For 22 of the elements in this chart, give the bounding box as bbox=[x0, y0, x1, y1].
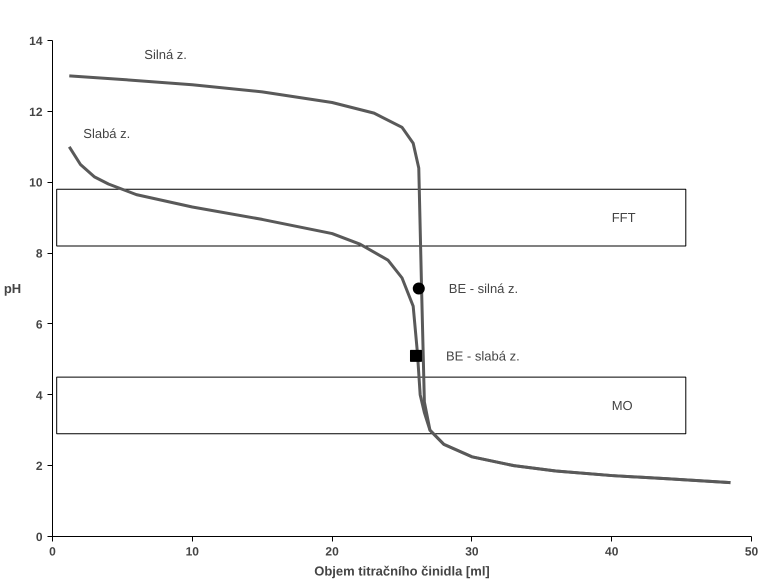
annotation: BE - silná z. bbox=[448, 281, 518, 296]
y-tick-label: 4 bbox=[36, 388, 43, 402]
y-tick-label: 10 bbox=[29, 176, 43, 190]
band-label: FFT bbox=[612, 210, 636, 226]
series-label: Silná z. bbox=[144, 46, 187, 62]
y-tick-label: 0 bbox=[36, 530, 43, 544]
band-label: MO bbox=[612, 398, 633, 413]
y-tick-label: 6 bbox=[36, 317, 43, 332]
x-tick-label: 10 bbox=[186, 544, 200, 558]
y-axis-title: pH bbox=[4, 281, 22, 296]
y-tick-label: 14 bbox=[29, 34, 43, 48]
x-tick-label: 0 bbox=[49, 544, 56, 558]
y-tick-label: 12 bbox=[29, 104, 43, 119]
x-tick-label: 40 bbox=[605, 544, 619, 558]
y-tick-label: 2 bbox=[36, 459, 43, 474]
x-tick-label: 30 bbox=[465, 544, 479, 558]
annotation: BE - slabá z. bbox=[446, 348, 520, 364]
series-label: Slabá z. bbox=[83, 126, 130, 141]
x-axis-title: Objem titračního činidla [ml] bbox=[314, 564, 490, 578]
x-tick-label: 20 bbox=[325, 544, 340, 558]
x-tick-label: 50 bbox=[744, 544, 758, 558]
y-tick-label: 8 bbox=[36, 246, 43, 261]
